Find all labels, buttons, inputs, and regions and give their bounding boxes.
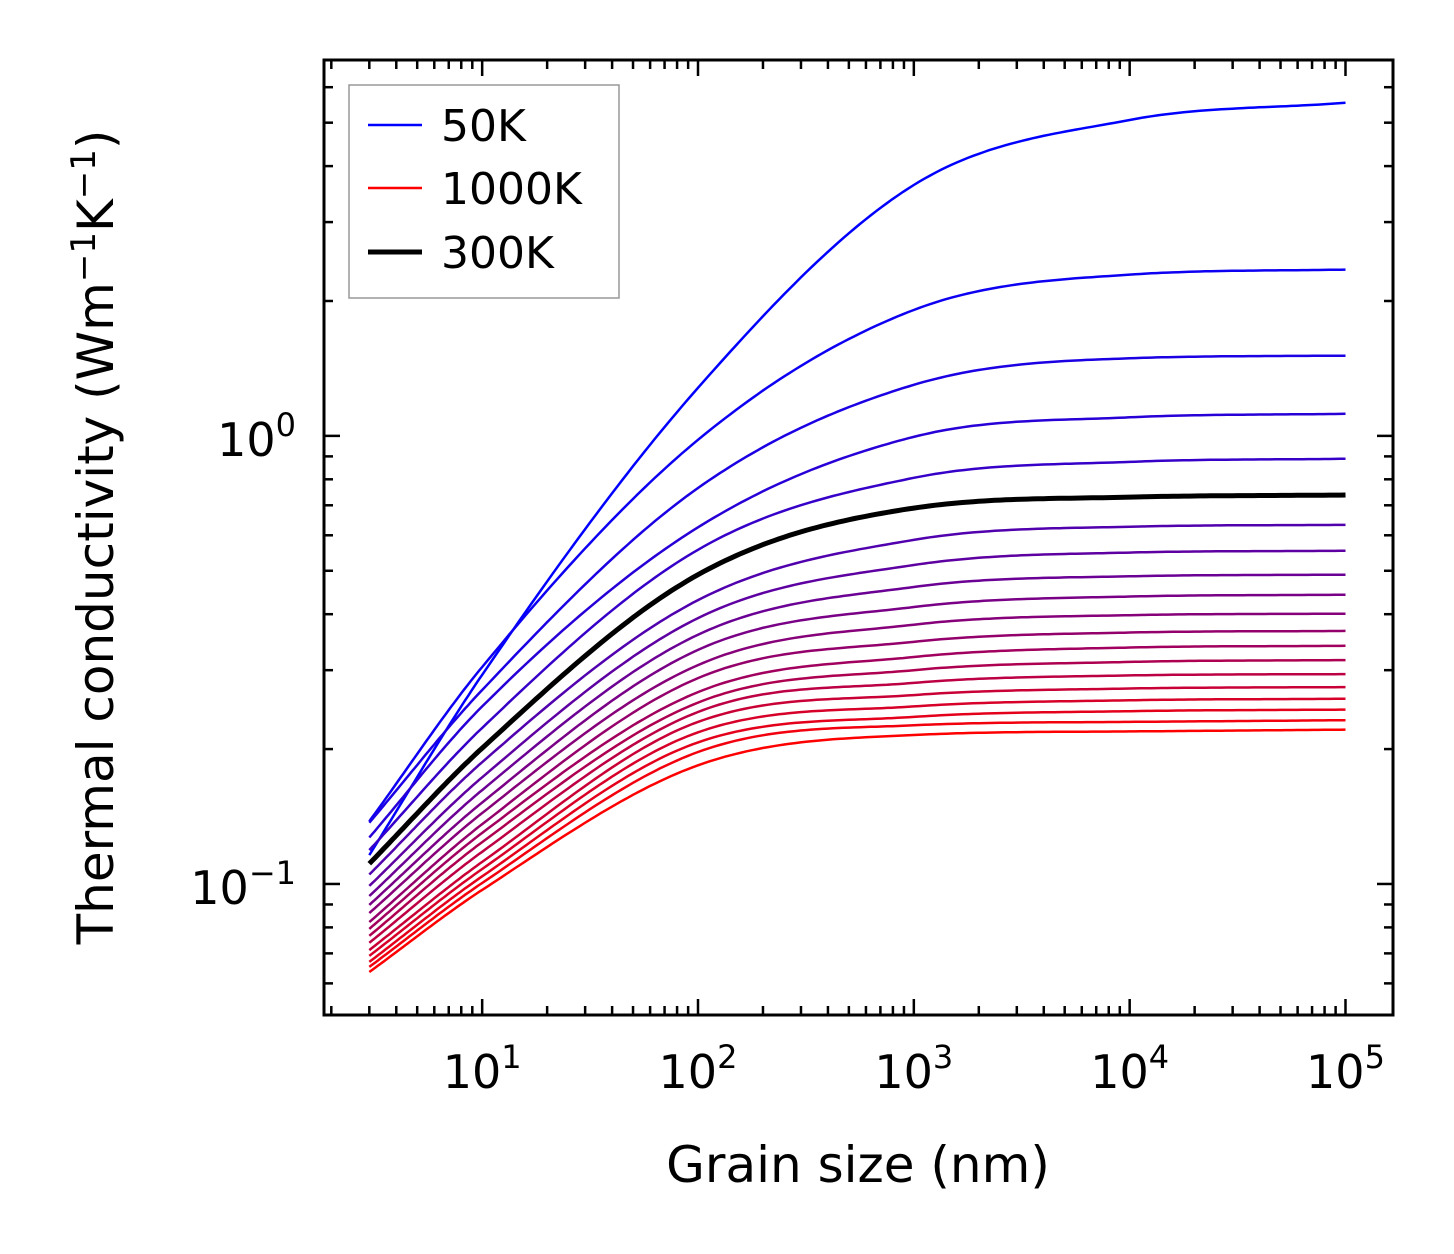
series-line-150k <box>368 354 1346 824</box>
legend: 50K 1000K 300K <box>348 84 620 299</box>
tick-base: 10 <box>659 1045 718 1099</box>
tick-exponent: 0 <box>276 406 296 444</box>
series-line-300k <box>367 492 1346 866</box>
tick-exponent: −1 <box>249 854 296 892</box>
plot-frame <box>322 58 1395 1017</box>
series-line-950k <box>368 718 1346 968</box>
tick-exponent: 3 <box>933 1038 953 1076</box>
series-line-850k <box>368 697 1346 957</box>
series-line-550k <box>368 612 1346 915</box>
tick-exponent: 1 <box>501 1038 521 1076</box>
tick-base: 10 <box>190 861 249 915</box>
legend-label-1000k: 1000K <box>441 164 583 215</box>
series-line-350k <box>368 523 1346 876</box>
tick-base: 10 <box>1306 1045 1365 1099</box>
series-line-250k <box>368 457 1346 851</box>
tick-base: 10 <box>1090 1045 1149 1099</box>
x-axis-label: Grain size (nm) <box>666 1136 1050 1194</box>
y-label-text: Thermal conductivity (Wm <box>67 282 125 945</box>
y-label-exponent: −1 <box>64 149 104 199</box>
series-line-50k <box>368 101 1346 856</box>
legend-box <box>348 84 620 299</box>
series-line-750k <box>368 672 1346 944</box>
series-line-1000k <box>368 728 1346 974</box>
tick-exponent: 4 <box>1149 1038 1169 1076</box>
legend-label-50k: 50K <box>441 101 527 152</box>
x-tick-label: 104 <box>1090 1038 1169 1099</box>
series-line-900k <box>368 708 1346 963</box>
tick-base: 10 <box>443 1045 502 1099</box>
series-line-650k <box>368 644 1346 930</box>
tick-exponent: 5 <box>1365 1038 1385 1076</box>
legend-label-300k: 300K <box>441 228 555 279</box>
series-line-700k <box>368 658 1346 937</box>
y-axis-label: Thermal conductivity (Wm−1K−1) <box>64 130 125 946</box>
tick-base: 10 <box>217 413 276 467</box>
x-tick-label: 102 <box>659 1038 738 1099</box>
series-line-450k <box>368 573 1346 897</box>
tick-base: 10 <box>874 1045 933 1099</box>
y-tick-label: 100 <box>217 406 296 467</box>
tick-exponent: 2 <box>717 1038 737 1076</box>
series-line-600k <box>368 629 1346 924</box>
series-line-800k <box>368 685 1346 952</box>
y-label-text: ) <box>67 130 125 150</box>
series-line-200k <box>368 412 1346 839</box>
x-tick-label: 101 <box>443 1038 522 1099</box>
x-tick-label: 103 <box>874 1038 953 1099</box>
y-label-text: K <box>67 198 125 232</box>
series-line-100k <box>368 268 1346 823</box>
y-tick-label: 10−1 <box>190 854 296 915</box>
series-line-500k <box>368 593 1346 906</box>
series-lines <box>367 101 1346 974</box>
series-line-400k <box>368 549 1346 887</box>
y-label-exponent: −1 <box>64 232 104 282</box>
x-tick-label: 105 <box>1306 1038 1385 1099</box>
